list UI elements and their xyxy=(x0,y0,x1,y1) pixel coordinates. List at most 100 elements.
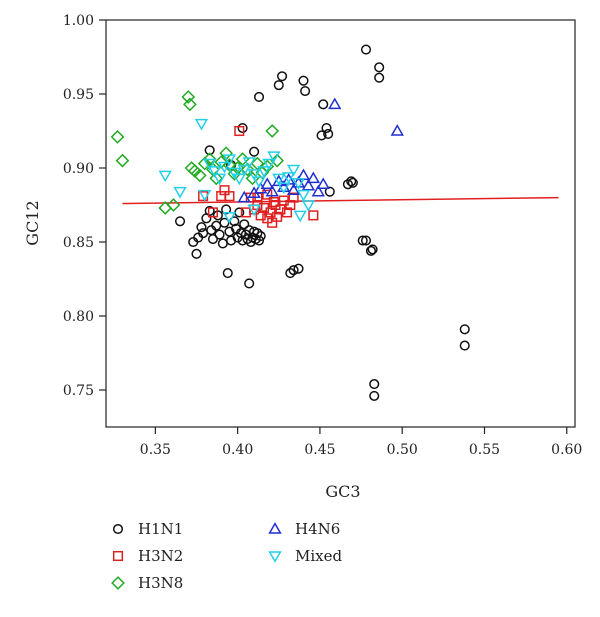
data-point xyxy=(311,184,325,197)
data-point xyxy=(175,216,186,227)
data-point xyxy=(265,124,280,138)
data-point xyxy=(306,171,321,184)
data-point xyxy=(365,245,376,256)
data-point xyxy=(183,97,197,112)
legend-item-h1n1: H1N1 xyxy=(112,520,183,538)
data-point xyxy=(260,177,274,190)
data-point xyxy=(272,173,286,186)
legend-item-h3n2: H3N2 xyxy=(112,547,183,565)
series-mixed xyxy=(158,118,316,224)
data-point xyxy=(203,158,217,171)
data-point xyxy=(252,228,263,239)
x-tick-label: 0.35 xyxy=(140,442,171,458)
data-point xyxy=(192,168,207,183)
data-point xyxy=(244,278,255,289)
x-tick-label: 0.45 xyxy=(304,442,335,458)
series-h4n6 xyxy=(237,97,404,203)
data-point xyxy=(285,199,296,211)
legend-marker xyxy=(268,551,282,563)
data-point xyxy=(374,62,385,73)
data-point xyxy=(301,178,316,191)
data-point xyxy=(316,177,330,190)
data-point xyxy=(115,153,130,168)
data-point xyxy=(197,156,212,171)
series-h1n1 xyxy=(175,44,470,401)
data-point xyxy=(202,152,217,166)
data-point xyxy=(273,80,284,91)
data-point xyxy=(204,205,215,216)
data-point xyxy=(214,155,229,169)
data-point xyxy=(222,154,237,167)
data-point xyxy=(301,200,316,212)
data-point xyxy=(342,179,353,190)
data-point xyxy=(252,176,266,189)
data-point xyxy=(166,198,181,212)
legend-marker xyxy=(111,576,125,590)
data-point xyxy=(110,130,125,144)
legend-marker xyxy=(112,523,124,535)
data-point xyxy=(196,222,207,233)
data-point xyxy=(234,125,245,137)
data-point xyxy=(308,210,319,221)
data-point xyxy=(207,166,222,178)
data-point xyxy=(221,204,232,215)
data-point xyxy=(300,85,311,97)
data-point xyxy=(253,235,265,246)
data-point xyxy=(277,182,291,195)
data-point xyxy=(257,166,271,178)
legend-label: H3N2 xyxy=(138,547,183,565)
data-point xyxy=(265,184,279,197)
legend-marker xyxy=(112,550,124,562)
regression-line-group xyxy=(122,196,559,205)
legend: H1N1 H3N2 H3N8 H4N6 Mixed xyxy=(111,520,342,592)
data-point xyxy=(285,268,296,279)
data-point xyxy=(255,231,266,242)
regression-line xyxy=(122,196,559,205)
data-point xyxy=(247,169,261,181)
y-axis-title: GC12 xyxy=(23,200,42,245)
data-point xyxy=(459,340,470,351)
data-point xyxy=(357,235,368,246)
data-point xyxy=(291,178,306,190)
data-points xyxy=(110,44,470,401)
data-point xyxy=(267,151,281,164)
data-point xyxy=(242,157,256,169)
data-point xyxy=(369,390,380,401)
data-point xyxy=(367,244,378,255)
data-point xyxy=(321,122,332,134)
data-point xyxy=(281,172,296,184)
data-point xyxy=(270,153,285,168)
data-point xyxy=(217,161,232,174)
x-tick-label: 0.60 xyxy=(551,442,582,458)
data-point xyxy=(369,379,380,390)
data-point xyxy=(227,167,242,180)
legend-item-h4n6: H4N6 xyxy=(268,520,340,538)
x-tick-label: 0.40 xyxy=(222,442,253,458)
data-point xyxy=(181,90,196,104)
data-point xyxy=(216,191,227,202)
legend-label: H4N6 xyxy=(295,520,340,538)
data-point xyxy=(219,217,230,228)
data-point xyxy=(288,265,299,276)
data-point xyxy=(298,75,309,86)
legend-label: H3N8 xyxy=(138,574,183,592)
data-point xyxy=(293,263,304,274)
data-point xyxy=(272,211,283,222)
data-point xyxy=(204,145,215,156)
series-h3n2 xyxy=(198,125,319,228)
data-point xyxy=(277,71,288,82)
data-point xyxy=(209,171,224,186)
data-point xyxy=(198,189,212,202)
y-tick-label: 0.90 xyxy=(63,161,94,177)
data-point xyxy=(207,207,219,218)
data-point xyxy=(296,189,311,202)
data-point xyxy=(316,130,327,141)
y-tick-label: 0.80 xyxy=(63,309,94,325)
y-tick-label: 0.85 xyxy=(63,235,94,251)
legend-item-h3n8: H3N8 xyxy=(111,574,183,592)
data-point xyxy=(237,122,248,134)
plot-frame xyxy=(105,19,576,428)
data-point xyxy=(328,97,342,110)
data-point xyxy=(286,183,301,195)
